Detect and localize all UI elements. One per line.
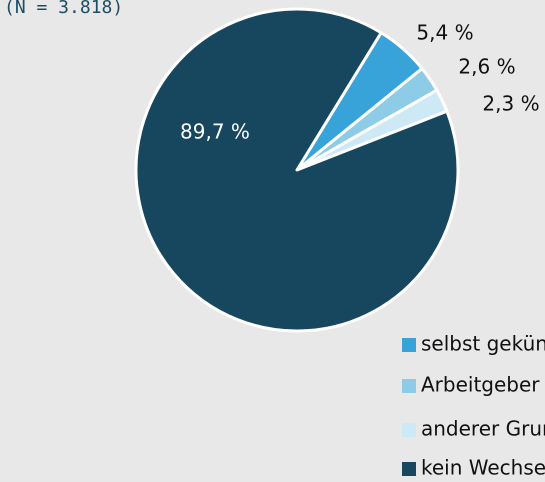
legend-label: Arbeitgeber hat gekündigt — [421, 373, 545, 397]
legend-swatch — [402, 462, 416, 476]
data-label: 2,6 % — [458, 55, 515, 79]
chart-title: (N = 3.818) — [4, 0, 123, 18]
legend-swatch — [402, 379, 416, 393]
data-label: 89,7 % — [180, 120, 250, 144]
legend-label: anderer Grund — [421, 417, 545, 441]
legend-label: kein Wechsel — [421, 456, 545, 480]
legend-swatch — [402, 423, 416, 437]
legend-swatch — [402, 338, 416, 352]
data-label: 5,4 % — [416, 21, 473, 45]
pie-slice — [134, 7, 460, 333]
legend-label: selbst gekündigt — [421, 332, 545, 356]
data-label: 2,3 % — [482, 92, 539, 116]
